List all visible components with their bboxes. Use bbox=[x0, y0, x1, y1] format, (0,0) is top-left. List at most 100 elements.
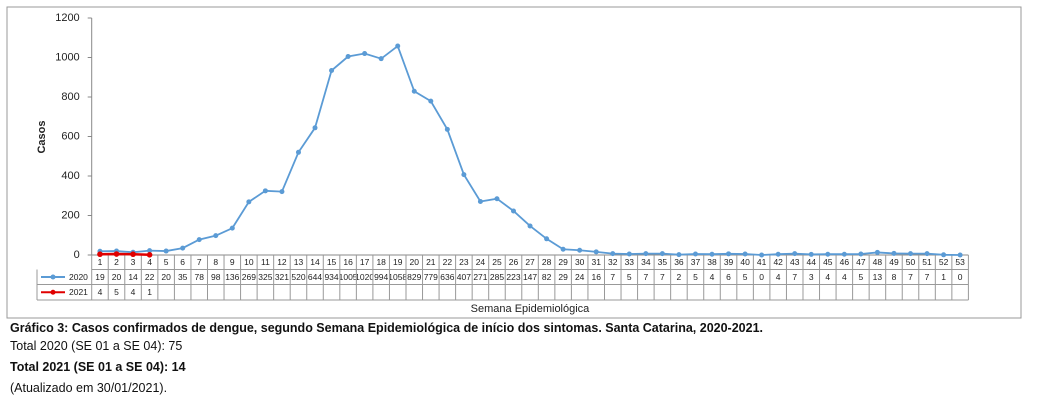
data-label: 285 bbox=[490, 272, 504, 282]
x-tick-label: 49 bbox=[889, 257, 899, 267]
data-label: 7 bbox=[660, 272, 665, 282]
point bbox=[312, 125, 318, 131]
x-tick-label: 5 bbox=[164, 257, 169, 267]
point bbox=[329, 68, 335, 74]
point bbox=[560, 246, 566, 252]
point bbox=[924, 251, 930, 257]
data-label: 7 bbox=[925, 272, 930, 282]
point bbox=[941, 252, 947, 258]
x-tick-label: 33 bbox=[625, 257, 635, 267]
data-label: 4 bbox=[131, 287, 136, 297]
point bbox=[659, 251, 665, 257]
y-tick-label: 800 bbox=[61, 91, 79, 103]
point bbox=[908, 251, 914, 257]
data-label: 5 bbox=[114, 287, 119, 297]
x-tick-label: 19 bbox=[393, 257, 403, 267]
x-tick-label: 2 bbox=[114, 257, 119, 267]
x-tick-label: 34 bbox=[641, 257, 651, 267]
y-tick-label: 600 bbox=[61, 130, 79, 142]
data-label: 1058 bbox=[388, 272, 407, 282]
x-tick-label: 3 bbox=[131, 257, 136, 267]
x-tick-label: 41 bbox=[757, 257, 767, 267]
data-label: 4 bbox=[842, 272, 847, 282]
x-tick-label: 30 bbox=[575, 257, 585, 267]
point bbox=[295, 149, 301, 155]
x-tick-label: 17 bbox=[360, 257, 370, 267]
data-label: 35 bbox=[178, 272, 188, 282]
x-tick-label: 48 bbox=[873, 257, 883, 267]
legend-marker bbox=[50, 289, 56, 295]
data-label: 644 bbox=[308, 272, 322, 282]
x-tick-label: 26 bbox=[509, 257, 519, 267]
x-tick-label: 27 bbox=[525, 257, 535, 267]
data-label: 0 bbox=[759, 272, 764, 282]
x-tick-label: 36 bbox=[674, 257, 684, 267]
point bbox=[808, 251, 814, 257]
data-label: 5 bbox=[627, 272, 632, 282]
point bbox=[858, 251, 864, 257]
x-tick-label: 43 bbox=[790, 257, 800, 267]
x-tick-label: 4 bbox=[147, 257, 152, 267]
point bbox=[544, 236, 550, 242]
data-label: 7 bbox=[908, 272, 913, 282]
data-label: 20 bbox=[112, 272, 122, 282]
point bbox=[742, 251, 748, 257]
y-tick-label: 1200 bbox=[55, 12, 79, 24]
point bbox=[444, 126, 450, 132]
x-tick-label: 47 bbox=[856, 257, 866, 267]
x-tick-label: 23 bbox=[459, 257, 469, 267]
point bbox=[775, 251, 781, 257]
point bbox=[759, 252, 765, 258]
x-tick-label: 25 bbox=[492, 257, 502, 267]
x-tick-label: 11 bbox=[261, 257, 270, 267]
data-label: 14 bbox=[128, 272, 138, 282]
x-tick-label: 13 bbox=[294, 257, 304, 267]
data-label: 269 bbox=[242, 272, 256, 282]
data-label: 4 bbox=[825, 272, 830, 282]
x-tick-label: 16 bbox=[343, 257, 353, 267]
data-label: 4 bbox=[98, 287, 103, 297]
data-label: 29 bbox=[558, 272, 568, 282]
point bbox=[957, 252, 963, 258]
x-axis-label: Semana Epidemiológica bbox=[471, 303, 591, 315]
data-label: 407 bbox=[457, 272, 471, 282]
x-tick-label: 38 bbox=[707, 257, 717, 267]
x-tick-label: 37 bbox=[691, 257, 701, 267]
data-label: 779 bbox=[424, 272, 438, 282]
note: Total 2020 (SE 01 a SE 04): 75 bbox=[10, 339, 183, 353]
data-label: 1 bbox=[941, 272, 946, 282]
x-tick-label: 42 bbox=[773, 257, 783, 267]
data-label: 82 bbox=[542, 272, 552, 282]
x-tick-label: 18 bbox=[376, 257, 386, 267]
point bbox=[428, 98, 434, 104]
data-label: 994 bbox=[374, 272, 388, 282]
point bbox=[874, 249, 880, 255]
x-tick-label: 52 bbox=[939, 257, 949, 267]
data-label: 1020 bbox=[355, 272, 374, 282]
point bbox=[643, 251, 649, 257]
x-tick-label: 50 bbox=[906, 257, 916, 267]
x-tick-label: 10 bbox=[244, 257, 254, 267]
legend-marker bbox=[50, 274, 56, 280]
y-tick-label: 0 bbox=[74, 249, 80, 261]
data-label: 4 bbox=[710, 272, 715, 282]
x-tick-label: 51 bbox=[922, 257, 932, 267]
point bbox=[362, 51, 368, 57]
data-label: 325 bbox=[258, 272, 272, 282]
data-label: 24 bbox=[575, 272, 585, 282]
point bbox=[477, 198, 483, 204]
point bbox=[411, 88, 417, 94]
point bbox=[180, 245, 186, 251]
data-label: 7 bbox=[610, 272, 615, 282]
data-label: 6 bbox=[726, 272, 731, 282]
data-label: 147 bbox=[523, 272, 537, 282]
x-tick-label: 14 bbox=[310, 257, 320, 267]
point bbox=[395, 43, 401, 49]
point bbox=[146, 252, 153, 258]
data-label: 636 bbox=[440, 272, 454, 282]
data-label: 934 bbox=[324, 272, 338, 282]
point bbox=[461, 172, 467, 178]
x-tick-label: 40 bbox=[740, 257, 750, 267]
point bbox=[262, 188, 268, 194]
point bbox=[593, 249, 599, 255]
